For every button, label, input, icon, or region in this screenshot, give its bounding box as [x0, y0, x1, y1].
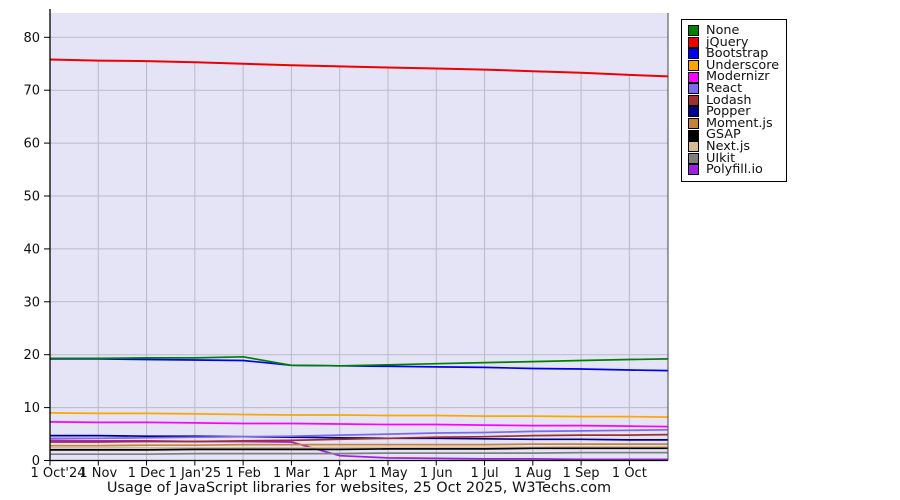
legend-item-polyfill-io: Polyfill.io	[688, 162, 782, 178]
legend-color-swatch-icon	[688, 25, 699, 37]
legend-color-swatch-icon	[688, 141, 699, 153]
chart-title: Usage of JavaScript libraries for websit…	[106, 480, 612, 496]
legend-label: None	[706, 23, 740, 38]
y-tick-label: 0	[32, 454, 40, 469]
x-tick-label: 1 Mar	[273, 466, 311, 481]
legend-label: Next.js	[706, 138, 751, 154]
legend-label: Moment.js	[706, 115, 773, 131]
series-line-none	[50, 355, 669, 367]
x-tick-label: 1 Sep	[563, 466, 600, 481]
x-tick-label: 1 Feb	[225, 466, 260, 481]
x-tick-label: 1 Jan'25	[169, 466, 222, 481]
legend-label: Modernizr	[706, 69, 770, 85]
series-line-underscore	[49, 412, 669, 418]
legend-item-moment-js: Moment.js	[688, 115, 782, 131]
legend-label: Lodash	[706, 92, 752, 108]
series-line-gsap	[50, 447, 668, 451]
y-tick-label: 70	[23, 84, 40, 99]
legend-label: React	[706, 80, 743, 96]
legend-item-lodash: Lodash	[688, 92, 782, 108]
legend-color-swatch-icon	[688, 106, 699, 118]
series-line-react	[50, 428, 669, 440]
legend-color-swatch-icon	[688, 152, 699, 164]
legend-item-next-js: Next.js	[688, 138, 782, 154]
legend-item-bootstrap: Bootstrap	[688, 48, 782, 60]
x-tick-label: 1 Nov	[79, 466, 117, 481]
series-line-lodash	[50, 433, 669, 443]
y-tick-label: 30	[23, 295, 40, 310]
legend-item-modernizr: Modernizr	[688, 71, 782, 83]
legend-color-swatch-icon	[688, 83, 699, 95]
legend-label: Polyfill.io	[706, 162, 763, 178]
legend-item-popper: Popper	[688, 104, 782, 120]
x-tick-label: 1 Dec	[128, 466, 166, 481]
y-tick-label: 40	[23, 242, 40, 257]
legend-color-swatch-icon	[688, 129, 699, 141]
series-line-moment-js	[50, 443, 668, 447]
y-tick-label: 10	[23, 401, 40, 416]
legend-color-swatch-icon	[688, 71, 699, 83]
legend-label: Bootstrap	[706, 46, 769, 62]
legend-label: Popper	[706, 104, 751, 120]
x-tick-label: 1 Jul	[470, 466, 498, 481]
plot-area	[50, 13, 668, 461]
y-tick-label: 80	[23, 31, 40, 46]
series-line-modernizr	[49, 421, 669, 428]
legend-label: jQuery	[706, 34, 749, 50]
series-line-jquery	[49, 58, 669, 78]
legend-item-underscore: Underscore	[688, 57, 782, 73]
x-tick-label: 1 Apr	[322, 466, 358, 481]
legend-color-swatch-icon	[688, 48, 699, 60]
legend-label: Underscore	[706, 57, 780, 73]
legend-color-swatch-icon	[688, 118, 699, 130]
series-line-uikit	[50, 451, 668, 456]
legend-color-swatch-icon	[688, 60, 699, 72]
legend-color-swatch-icon	[688, 36, 699, 48]
x-tick-label: 1 Jun	[420, 466, 453, 481]
y-tick-label: 20	[23, 348, 40, 363]
legend-label: UIkit	[706, 150, 736, 166]
x-tick-label: 1 May	[368, 466, 408, 481]
series-line-next-js	[50, 445, 668, 449]
legend-item-jquery: jQuery	[688, 34, 782, 50]
legend-item-react: React	[688, 80, 782, 96]
x-tick-label: 1 Oct	[612, 466, 647, 481]
y-tick-label: 50	[23, 190, 40, 205]
legend-label: GSAP	[706, 127, 741, 143]
x-tick-label: 1 Oct'24	[31, 466, 86, 481]
legend-item-none: None	[688, 23, 782, 38]
legend-item-gsap: GSAP	[688, 129, 782, 141]
legend: None jQuery Bootstrap Underscore Modernizr Re…	[681, 19, 787, 182]
x-tick-label: 1 Aug	[514, 466, 552, 481]
legend-color-swatch-icon	[688, 94, 699, 106]
y-tick-label: 60	[23, 137, 40, 152]
legend-item-uikit: UIkit	[688, 150, 782, 166]
legend-color-swatch-icon	[688, 164, 699, 176]
